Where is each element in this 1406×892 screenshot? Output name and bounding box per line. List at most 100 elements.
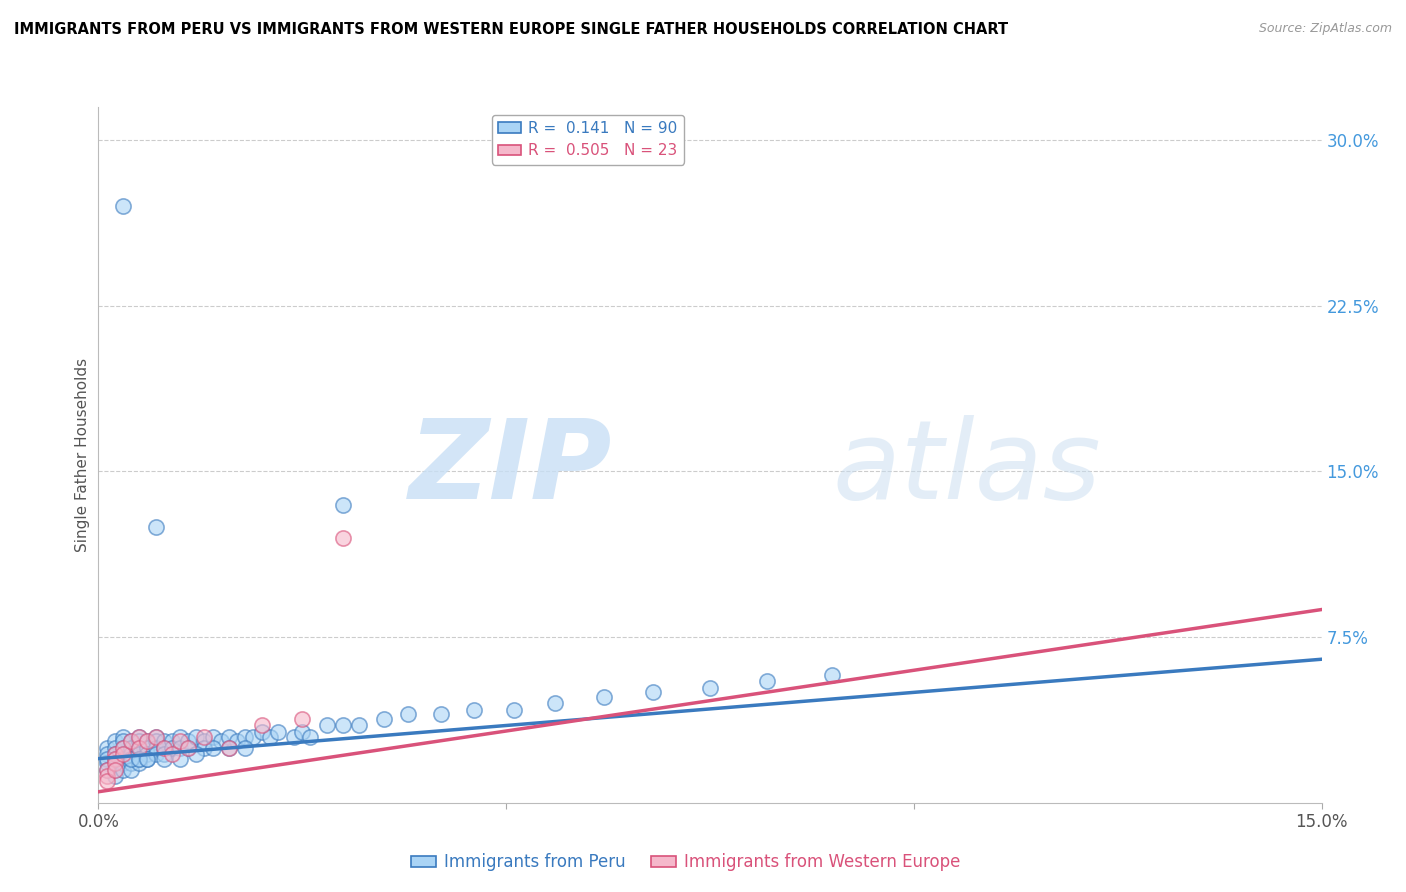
Point	[242, 730, 264, 744]
Point	[226, 734, 249, 748]
Point	[332, 531, 354, 545]
Point	[96, 769, 118, 783]
Point	[544, 697, 567, 711]
Point	[145, 734, 167, 748]
Point	[111, 730, 134, 744]
Point	[145, 730, 167, 744]
Point	[120, 756, 142, 770]
Legend: R =  0.141   N = 90, R =  0.505   N = 23: R = 0.141 N = 90, R = 0.505 N = 23	[492, 115, 683, 164]
Point	[193, 740, 215, 755]
Point	[160, 740, 183, 755]
Point	[193, 730, 215, 744]
Point	[128, 740, 150, 755]
Point	[593, 690, 616, 704]
Y-axis label: Single Father Households: Single Father Households	[75, 358, 90, 552]
Point	[201, 740, 224, 755]
Point	[104, 769, 127, 783]
Point	[756, 674, 779, 689]
Point	[96, 747, 118, 762]
Text: Source: ZipAtlas.com: Source: ZipAtlas.com	[1258, 22, 1392, 36]
Point	[152, 747, 174, 762]
Point	[104, 740, 127, 755]
Point	[104, 763, 127, 777]
Point	[160, 734, 183, 748]
Point	[128, 730, 150, 744]
Point	[145, 747, 167, 762]
Point	[96, 751, 118, 765]
Point	[315, 718, 337, 732]
Point	[152, 740, 174, 755]
Point	[111, 734, 134, 748]
Point	[291, 712, 314, 726]
Point	[201, 730, 224, 744]
Point	[128, 747, 150, 762]
Point	[218, 730, 240, 744]
Point	[136, 734, 159, 748]
Point	[104, 751, 127, 765]
Point	[111, 751, 134, 765]
Point	[396, 707, 419, 722]
Point	[349, 718, 371, 732]
Point	[104, 747, 127, 762]
Point	[233, 730, 256, 744]
Point	[136, 734, 159, 748]
Point	[128, 751, 150, 765]
Point	[177, 740, 200, 755]
Point	[136, 751, 159, 765]
Point	[111, 740, 134, 755]
Point	[104, 751, 127, 765]
Point	[821, 667, 844, 681]
Point	[120, 747, 142, 762]
Point	[145, 519, 167, 533]
Point	[111, 747, 134, 762]
Point	[267, 725, 290, 739]
Text: ZIP: ZIP	[409, 416, 612, 523]
Point	[373, 712, 395, 726]
Point	[136, 740, 159, 755]
Point	[186, 747, 208, 762]
Point	[463, 703, 485, 717]
Point	[120, 734, 142, 748]
Point	[152, 740, 174, 755]
Point	[218, 740, 240, 755]
Point	[186, 730, 208, 744]
Point	[503, 703, 526, 717]
Point	[177, 734, 200, 748]
Point	[96, 740, 118, 755]
Point	[104, 756, 127, 770]
Point	[430, 707, 453, 722]
Point	[152, 734, 174, 748]
Point	[111, 763, 134, 777]
Point	[160, 747, 183, 762]
Point	[209, 734, 232, 748]
Point	[128, 756, 150, 770]
Point	[152, 751, 174, 765]
Point	[120, 751, 142, 765]
Point	[111, 756, 134, 770]
Point	[104, 751, 127, 765]
Point	[332, 718, 354, 732]
Point	[120, 751, 142, 765]
Point	[169, 734, 191, 748]
Point	[145, 740, 167, 755]
Point	[104, 763, 127, 777]
Point	[104, 756, 127, 770]
Point	[128, 740, 150, 755]
Point	[104, 747, 127, 762]
Point	[96, 763, 118, 777]
Point	[169, 730, 191, 744]
Point	[218, 740, 240, 755]
Point	[193, 734, 215, 748]
Text: atlas: atlas	[832, 416, 1101, 523]
Point	[136, 751, 159, 765]
Point	[233, 740, 256, 755]
Point	[111, 740, 134, 755]
Point	[120, 734, 142, 748]
Point	[96, 773, 118, 788]
Point	[641, 685, 664, 699]
Point	[145, 730, 167, 744]
Point	[699, 681, 721, 695]
Point	[283, 730, 305, 744]
Point	[111, 199, 134, 213]
Point	[169, 740, 191, 755]
